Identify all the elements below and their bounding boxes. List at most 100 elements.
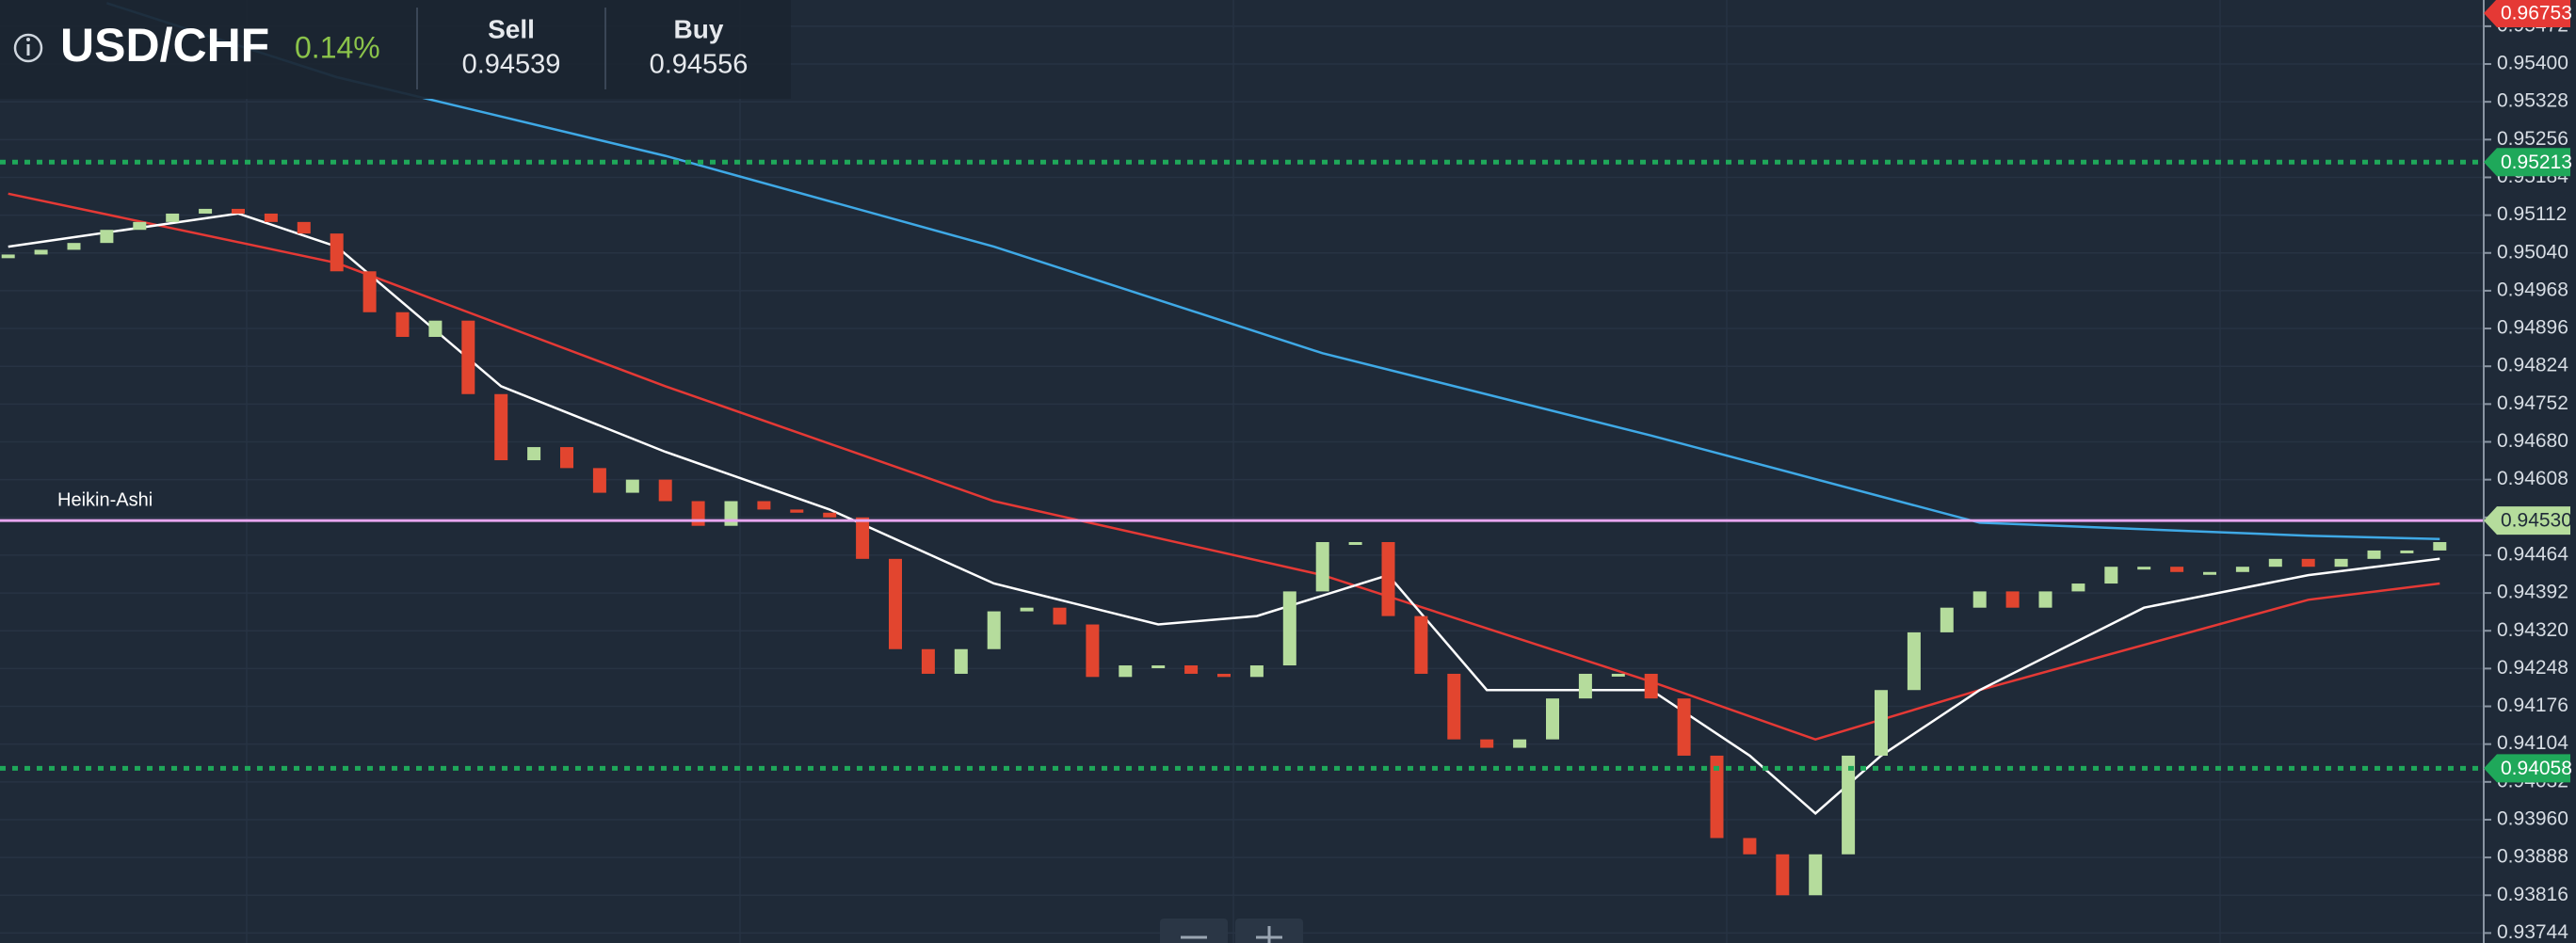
y-tick-label: 0.94248	[2497, 657, 2568, 679]
y-tick-label: 0.93816	[2497, 884, 2568, 905]
candle-body	[1972, 591, 1987, 608]
candle-body	[658, 479, 672, 502]
candle-body	[1151, 665, 1166, 669]
candle-body	[1119, 665, 1133, 678]
info-icon[interactable]	[13, 33, 43, 63]
candle-body	[856, 517, 870, 559]
candle-body	[2268, 558, 2282, 567]
candle-body	[461, 320, 475, 394]
indicator-line	[106, 2, 2440, 540]
zoom-out-button[interactable]	[1160, 919, 1228, 943]
y-tick-label: 0.95112	[2497, 203, 2567, 225]
candle-body	[1743, 838, 1757, 855]
candle-body	[1611, 673, 1625, 677]
candle-body	[133, 221, 147, 231]
candle-body	[527, 447, 541, 461]
candle-body	[1546, 698, 1559, 740]
price-tag	[2484, 0, 2570, 27]
y-tick-label: 0.94104	[2497, 732, 2568, 754]
candle-body	[297, 221, 311, 234]
candle-body	[2235, 567, 2249, 572]
buy-label[interactable]: Buy	[674, 14, 724, 43]
y-tick-label: 0.95256	[2497, 128, 2568, 150]
indicator-line	[8, 192, 2440, 742]
price-tag	[2484, 754, 2570, 783]
candle-body	[2137, 567, 2151, 570]
candle-body	[1, 254, 15, 259]
candle-body	[494, 393, 508, 461]
candle-body	[724, 501, 738, 526]
candle-body	[1809, 854, 1823, 896]
candle-body	[34, 249, 48, 255]
info-icon-dot	[26, 38, 30, 41]
y-tick-label: 0.93888	[2497, 846, 2568, 868]
y-tick-label: 0.95400	[2497, 53, 2568, 74]
candle-body	[428, 320, 443, 337]
candle-body	[100, 230, 114, 244]
price-lines	[0, 159, 2484, 771]
candle-body	[1710, 755, 1724, 839]
candle-body	[757, 501, 771, 510]
candle-body	[1086, 624, 1100, 678]
candle-body	[1249, 665, 1264, 678]
candle-body	[2038, 591, 2053, 608]
candle-body	[2170, 567, 2184, 572]
candle-body	[264, 213, 278, 222]
y-tick-label: 0.94320	[2497, 619, 2568, 641]
candle-body	[1776, 854, 1790, 896]
candle-body	[2334, 558, 2348, 567]
y-tick-label: 0.94608	[2497, 468, 2568, 489]
candle-body	[790, 509, 804, 513]
candle-body	[1907, 631, 1921, 691]
candle-body	[1875, 690, 1888, 756]
candle-body	[1184, 665, 1199, 674]
price-tag-label: 0.94058	[2501, 758, 2572, 779]
header-panel: USD/CHF 0.14% Sell 0.94539 Buy 0.94556	[0, 0, 791, 99]
candle-body	[330, 233, 344, 272]
candle-body	[921, 648, 935, 674]
candle-body	[1020, 607, 1034, 612]
candle-body	[823, 512, 837, 518]
candle-body	[1578, 673, 1592, 699]
candle-body	[2104, 567, 2118, 584]
candle-body	[232, 208, 245, 214]
candle-body	[1513, 739, 1527, 748]
candle-body	[362, 271, 377, 312]
panel	[0, 0, 791, 99]
candle-body	[395, 312, 410, 337]
y-tick-label: 0.94824	[2497, 355, 2568, 376]
buy-price[interactable]: 0.94556	[650, 50, 749, 80]
candle-body	[2400, 550, 2414, 553]
y-tick-label: 0.94896	[2497, 317, 2568, 339]
sell-price[interactable]: 0.94539	[462, 50, 561, 80]
candle-body	[1053, 607, 1067, 625]
y-tick-label: 0.94392	[2497, 582, 2568, 603]
candle-body	[560, 447, 573, 469]
candle-body	[67, 243, 81, 250]
candle-body	[1940, 607, 1954, 632]
candle-body	[2301, 558, 2315, 567]
candle-body	[889, 558, 902, 649]
candle-body	[1217, 673, 1231, 678]
candle-body	[2203, 571, 2216, 575]
price-tag	[2484, 506, 2570, 535]
candle-body	[954, 648, 968, 674]
price-tag-label: 0.94530	[2501, 510, 2572, 532]
sell-label[interactable]: Sell	[488, 14, 535, 43]
y-tick-label: 0.94968	[2497, 279, 2568, 300]
price-tag-label: 0.96753	[2501, 3, 2572, 24]
candle-body	[592, 468, 606, 493]
zoom-toolbar	[1160, 919, 1303, 943]
candle-body	[1480, 739, 1494, 748]
y-tick-label: 0.94680	[2497, 430, 2568, 452]
candle-body	[1282, 591, 1296, 666]
y-tick-label: 0.93960	[2497, 808, 2568, 830]
candle-body	[2367, 550, 2381, 559]
candle-body	[1348, 541, 1362, 545]
y-tick-label: 0.94752	[2497, 392, 2568, 414]
candle-body	[1677, 698, 1691, 756]
candle-body	[2433, 541, 2447, 551]
